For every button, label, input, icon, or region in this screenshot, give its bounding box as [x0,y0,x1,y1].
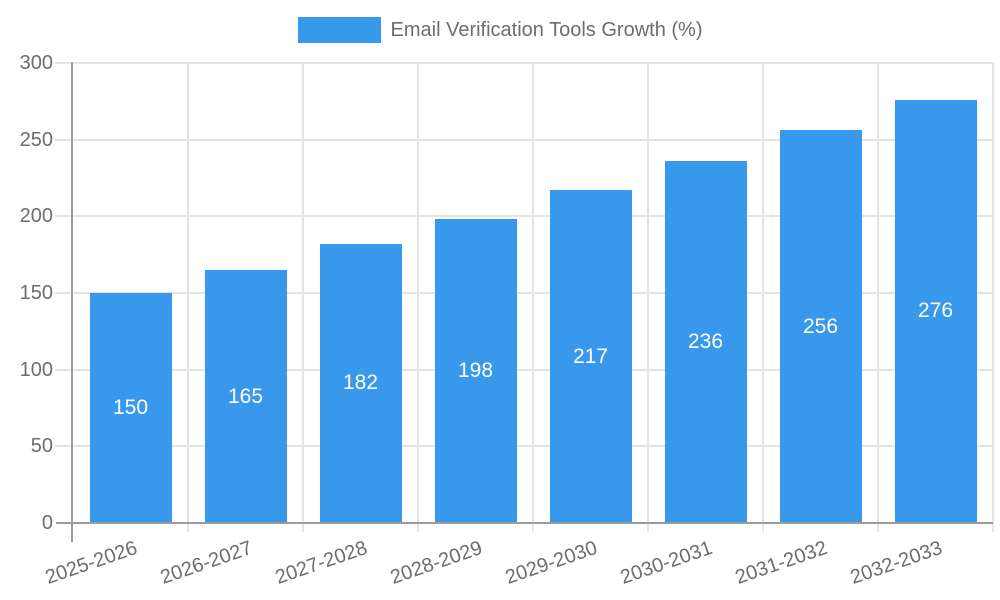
y-axis-tick [55,62,73,64]
chart-legend[interactable]: Email Verification Tools Growth (%) [0,17,1000,43]
y-axis-tick [55,368,73,371]
legend-label: Email Verification Tools Growth (%) [390,19,703,41]
x-axis-tick [647,523,649,532]
x-axis-tick [762,523,764,532]
y-axis-tick-label: 300 [19,52,53,74]
y-axis-line [71,62,73,542]
bar[interactable] [779,130,862,523]
x-gridline [647,62,649,523]
bar[interactable] [894,99,977,523]
x-axis-tick [417,523,419,532]
x-gridline [992,62,994,523]
y-axis-tick-label: 50 [30,435,53,458]
y-axis-tick [55,138,73,141]
x-axis-tick [877,523,879,532]
bar-value-label: 276 [917,299,954,323]
bar[interactable] [89,293,172,523]
legend-color-swatch [297,17,381,43]
x-axis-tick [532,523,534,532]
bar-value-label: 236 [687,330,724,354]
y-axis-tick [55,445,73,448]
bar[interactable] [204,270,287,523]
x-axis-tick [187,523,189,532]
x-axis-tick-label: 2026-2027 [157,536,255,589]
bar[interactable] [664,161,747,523]
x-axis-tick-label: 2032-2033 [847,536,945,589]
x-gridline [762,62,764,523]
bar[interactable] [549,190,632,523]
y-axis-tick-label: 200 [19,205,53,228]
bar-value-label: 198 [457,359,494,383]
x-axis-tick-label: 2030-2031 [617,536,715,589]
bar-value-label: 217 [572,344,609,368]
bar-value-label: 182 [342,371,379,395]
x-axis-tick-label: 2027-2028 [272,536,370,589]
x-gridline [532,62,534,523]
y-axis-tick-label: 150 [19,282,53,304]
x-axis-tick-label: 2029-2030 [502,536,600,589]
y-axis-tick [55,215,73,218]
x-axis-tick [992,523,994,532]
y-axis-tick-label: 100 [19,358,53,381]
x-gridline [302,62,304,523]
x-gridline [877,62,879,523]
bar-value-label: 150 [112,396,149,419]
x-gridline [417,62,419,523]
x-axis-line [56,522,993,524]
x-axis-tick [302,523,304,532]
bar[interactable] [319,243,402,523]
bar-value-label: 165 [227,384,264,408]
y-axis-tick-label: 250 [19,128,53,151]
x-axis-tick-label: 2031-2032 [732,536,830,589]
x-axis-tick-label: 2025-2026 [42,536,140,589]
y-axis-tick [55,292,73,294]
bar-value-label: 256 [802,314,839,338]
x-gridline [187,62,189,523]
x-axis-tick-label: 2028-2029 [387,536,485,589]
y-axis-tick-label: 0 [41,512,53,534]
bar[interactable] [434,219,517,523]
